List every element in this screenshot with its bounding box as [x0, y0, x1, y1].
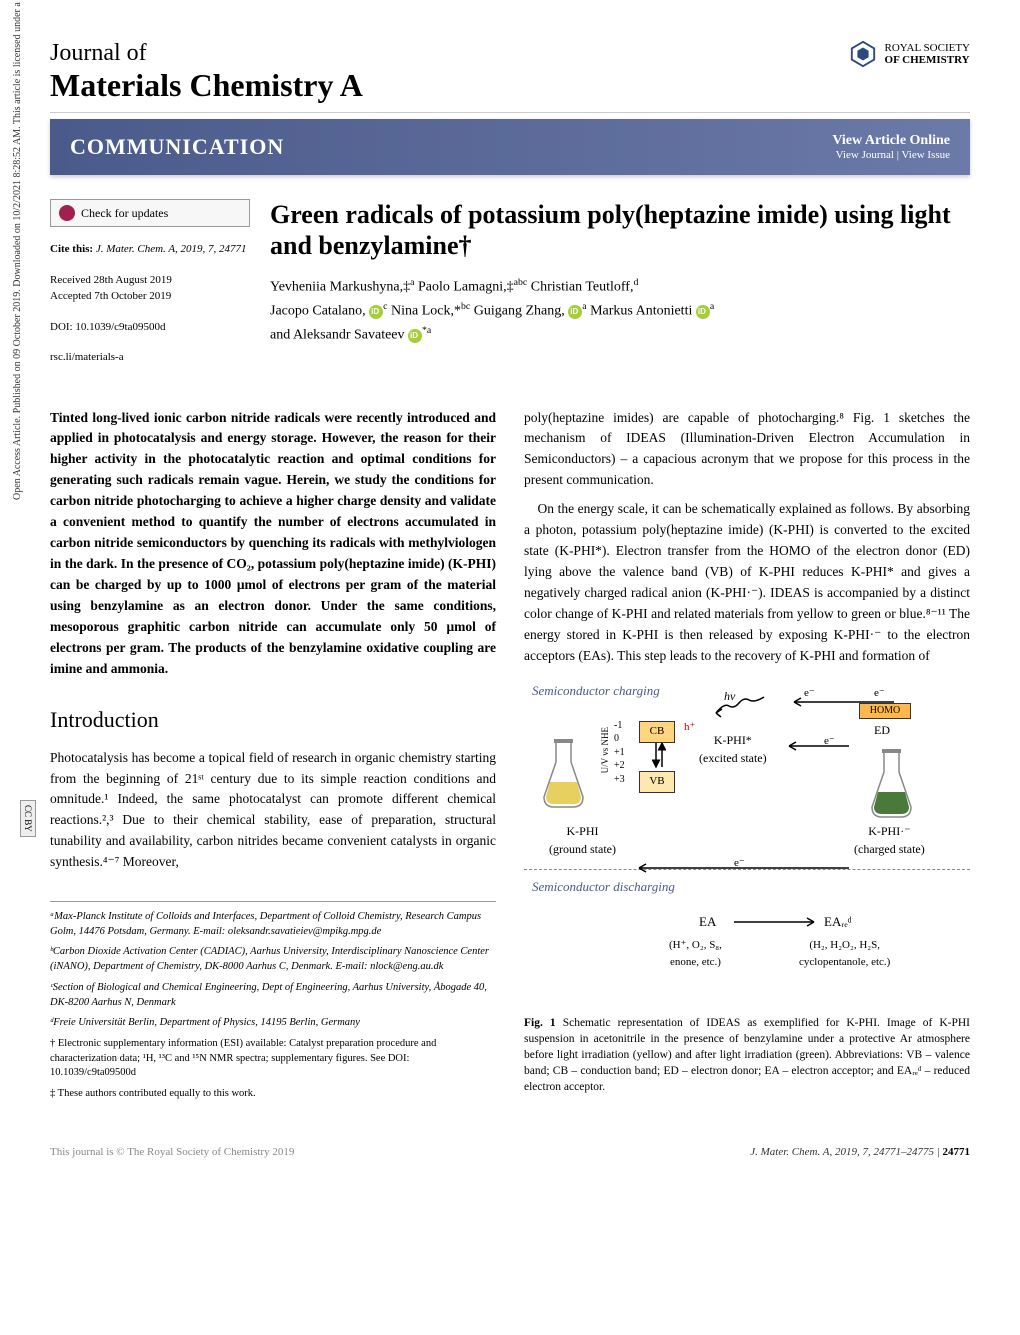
rsc-short-link[interactable]: rsc.li/materials-a	[50, 349, 250, 366]
orcid-icon[interactable]	[696, 305, 710, 319]
rsc-hex-icon	[849, 40, 877, 68]
author-5: Nina Lock,*	[391, 304, 461, 319]
author-7: Markus Antonietti	[590, 304, 692, 319]
author-8: and Aleksandr Savateev	[270, 328, 405, 343]
publisher-logo: ROYAL SOCIETY OF CHEMISTRY	[849, 40, 970, 68]
author-6: Guigang Zhang,	[474, 304, 565, 319]
cite-label: Cite this:	[50, 243, 93, 255]
affiliation-b: ᵇCarbon Dioxide Activation Center (CADIA…	[50, 945, 496, 974]
affiliation-a: ᵃMax-Planck Institute of Colloids and In…	[50, 910, 496, 939]
authors-list: Yevheniia Markushyna,‡a Paolo Lamagni,‡a…	[270, 275, 970, 347]
orcid-icon[interactable]	[369, 305, 383, 319]
introduction-body: Photocatalysis has become a topical fiel…	[50, 748, 496, 874]
received-date: Received 28th August 2019	[50, 272, 250, 289]
fig-eared-examples: (H₂, H₂O₂, H₂S, cyclopentanole, etc.)	[799, 937, 890, 971]
fig-eared-label: EAᵣₑᵈ	[824, 912, 852, 932]
publisher-line2: OF CHEMISTRY	[885, 54, 970, 66]
cc-by-badge: CC BY	[20, 800, 36, 837]
author-2-aff: abc	[514, 277, 528, 288]
fig-ed-label: ED	[874, 721, 890, 740]
author-8-aff: *a	[422, 325, 431, 336]
equal-contribution-note: ‡ These authors contributed equally to t…	[50, 1087, 496, 1102]
esi-note: † Electronic supplementary information (…	[50, 1037, 496, 1081]
check-for-updates-button[interactable]: Check for updates	[50, 199, 250, 227]
fig-cb-vb-arrows-icon	[652, 743, 666, 771]
journal-name: Materials Chemistry A	[50, 67, 363, 104]
fig-caption-text: Schematic representation of IDEAS as exe…	[524, 1017, 970, 1093]
crossmark-icon	[59, 205, 75, 221]
article-type: COMMUNICATION	[70, 134, 284, 160]
author-5-aff: bc	[461, 301, 470, 312]
check-updates-label: Check for updates	[81, 204, 168, 222]
col2-para2: On the energy scale, it can be schematic…	[524, 499, 970, 666]
open-access-sidebar: Open Access Article. Published on 09 Oct…	[12, 0, 23, 500]
fig-number: Fig. 1	[524, 1017, 556, 1029]
dates-block: Received 28th August 2019 Accepted 7th O…	[50, 272, 250, 305]
introduction-heading: Introduction	[50, 703, 496, 737]
page-footer: This journal is © The Royal Society of C…	[50, 1138, 970, 1158]
affiliations: ᵃMax-Planck Institute of Colloids and In…	[50, 901, 496, 1102]
author-2: Paolo Lamagni,‡	[418, 280, 514, 295]
fig-ea-arrow-icon	[729, 917, 819, 931]
author-6-aff: a	[582, 301, 586, 312]
fig-bottom-arrow-icon	[634, 863, 854, 877]
fig-ea-label: EA	[699, 912, 716, 932]
cite-this: Cite this: J. Mater. Chem. A, 2019, 7, 2…	[50, 241, 250, 258]
footer-journal-ref: J. Mater. Chem. A, 2019, 7, 24771–24775 …	[750, 1146, 942, 1158]
author-4-aff: c	[383, 301, 387, 312]
view-article-online-link[interactable]: View Article Online	[832, 133, 950, 149]
article-type-banner: COMMUNICATION View Article Online View J…	[50, 119, 970, 175]
author-3: Christian Teutloff,	[531, 280, 634, 295]
fig-cb-box: CB	[639, 721, 675, 743]
journal-header: Journal of Materials Chemistry A ROYAL S…	[50, 40, 970, 113]
fig-kphi-ground: K-PHI (ground state)	[549, 822, 616, 859]
fig-kphi-excited: K-PHI* (excited state)	[699, 731, 767, 768]
footer-copyright: This journal is © The Royal Society of C…	[50, 1146, 294, 1158]
col2-para1: poly(heptazine imides) are capable of ph…	[524, 408, 970, 492]
footer-page-number: 24771	[943, 1146, 971, 1158]
orcid-icon[interactable]	[568, 305, 582, 319]
view-journal-issue-links[interactable]: View Journal | View Issue	[832, 149, 950, 161]
fig-vb-box: VB	[639, 771, 675, 793]
accepted-date: Accepted 7th October 2019	[50, 288, 250, 305]
author-4: Jacopo Catalano,	[270, 304, 366, 319]
figure-1-caption: Fig. 1 Schematic representation of IDEAS…	[524, 1015, 970, 1095]
fig-axis-values: -1 0 +1 +2 +3	[614, 719, 625, 787]
figure-1: Semiconductor charging U/V vs NHE -1 0 +…	[524, 677, 970, 1095]
cite-value: J. Mater. Chem. A, 2019, 7, 24771	[96, 243, 247, 255]
fig-ea-examples: (H⁺, O₂, S₈, enone, etc.)	[669, 937, 722, 971]
fig-homo-box: HOMO	[859, 703, 911, 719]
article-title: Green radicals of potassium poly(heptazi…	[270, 199, 970, 261]
fig-charging-label: Semiconductor charging	[532, 681, 660, 701]
flask-green-icon	[864, 747, 919, 822]
publisher-line1: ROYAL SOCIETY	[885, 42, 970, 54]
fig-axis-label: U/V vs NHE	[599, 727, 613, 773]
author-1-aff: a	[410, 277, 414, 288]
flask-yellow-icon	[536, 737, 591, 812]
author-1: Yevheniia Markushyna,‡	[270, 280, 410, 295]
abstract: Tinted long-lived ionic carbon nitride r…	[50, 408, 496, 680]
fig-hv-arrow-icon	[704, 695, 774, 725]
author-3-aff: d	[633, 277, 638, 288]
affiliation-c: ᶜSection of Biological and Chemical Engi…	[50, 981, 496, 1010]
doi: DOI: 10.1039/c9ta09500d	[50, 319, 250, 336]
fig-mid-arrow-icon	[784, 741, 854, 755]
fig-discharging-label: Semiconductor discharging	[532, 877, 675, 897]
affiliation-d: ᵈFreie Universität Berlin, Department of…	[50, 1016, 496, 1031]
fig-hplus-label: h⁺	[684, 719, 695, 736]
author-7-aff: a	[710, 301, 714, 312]
orcid-icon[interactable]	[408, 329, 422, 343]
fig-kphi-charged: K-PHI·⁻ (charged state)	[854, 822, 925, 859]
journal-prefix: Journal of	[50, 40, 363, 67]
